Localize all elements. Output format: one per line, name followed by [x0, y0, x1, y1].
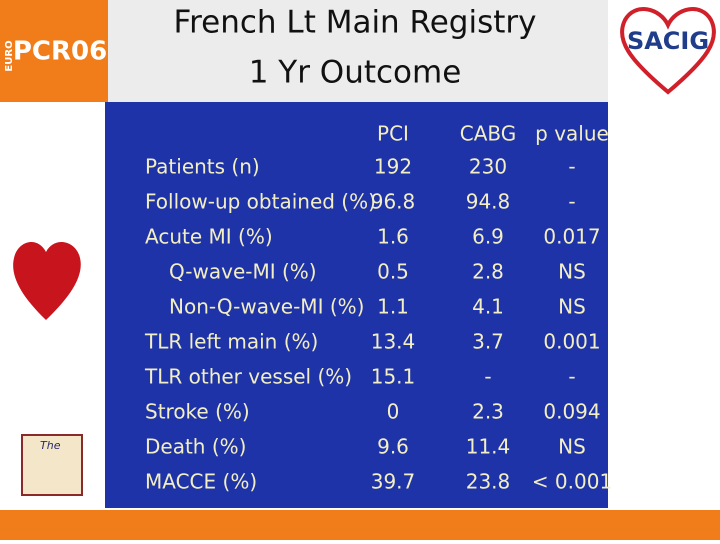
cell-value: - — [568, 190, 575, 214]
row-label: TLR left main (%) — [144, 330, 318, 354]
cell-value: NS — [558, 260, 586, 284]
heart-decoration — [13, 241, 81, 320]
cell-value: NS — [558, 435, 586, 459]
right-logo-text: SACIG — [627, 27, 709, 55]
title-line: French Lt Main Registry — [174, 5, 537, 41]
cell-value: 13.4 — [371, 330, 416, 354]
cell-value: NS — [558, 295, 586, 319]
small-logo-text: The — [40, 439, 61, 452]
row-label: Patients (n) — [145, 155, 260, 179]
row-label: Death (%) — [145, 435, 246, 459]
cell-value: < 0.001 — [532, 470, 612, 494]
table: PCI CABG p value Patients (n) 192 230 - Follow-… — [144, 122, 612, 494]
cell-value: 192 — [374, 155, 412, 179]
column-header: p value — [535, 122, 609, 146]
title-line: 1 Yr Outcome — [249, 55, 462, 91]
left-logo-box — [0, 0, 108, 102]
row-label: Follow-up obtained (%) — [145, 190, 376, 214]
row-label: Non-Q-wave-MI (%) — [169, 295, 364, 319]
cell-value: 1.1 — [377, 295, 409, 319]
cell-value: 15.1 — [371, 365, 416, 389]
column-header: PCI — [377, 122, 409, 146]
row-label: Q-wave-MI (%) — [169, 260, 317, 284]
row-label: MACCE (%) — [145, 470, 257, 494]
row-label: Acute MI (%) — [145, 225, 273, 249]
cell-value: 23.8 — [466, 470, 511, 494]
cell-value: - — [568, 365, 575, 389]
cell-value: 0 — [387, 400, 400, 424]
cell-value: 2.8 — [472, 260, 504, 284]
row-label: Stroke (%) — [145, 400, 250, 424]
row-label: TLR other vessel (%) — [144, 365, 352, 389]
cell-value: 39.7 — [371, 470, 416, 494]
cell-value: 0.094 — [543, 400, 600, 424]
cell-value: 0.001 — [543, 330, 600, 354]
cell-value: 6.9 — [472, 225, 504, 249]
cell-value: 96.8 — [371, 190, 416, 214]
table-panel — [105, 102, 608, 508]
cell-value: 9.6 — [377, 435, 409, 459]
cell-value: 0.017 — [543, 225, 600, 249]
cell-value: 2.3 — [472, 400, 504, 424]
title-band — [108, 0, 608, 102]
small-logo — [21, 434, 83, 496]
bottom-bar — [0, 510, 720, 540]
right-logo-heart — [619, 7, 717, 95]
column-header: CABG — [460, 122, 517, 146]
cell-value: 230 — [469, 155, 507, 179]
cell-value: - — [484, 365, 491, 389]
cell-value: 3.7 — [472, 330, 504, 354]
cell-value: 4.1 — [472, 295, 504, 319]
logo-name: PCR06 — [13, 37, 107, 67]
cell-value: 1.6 — [377, 225, 409, 249]
cell-value: 94.8 — [466, 190, 511, 214]
cell-value: 11.4 — [466, 435, 511, 459]
cell-value: - — [568, 155, 575, 179]
logo-prefix: EURO — [4, 40, 15, 71]
cell-value: 0.5 — [377, 260, 409, 284]
